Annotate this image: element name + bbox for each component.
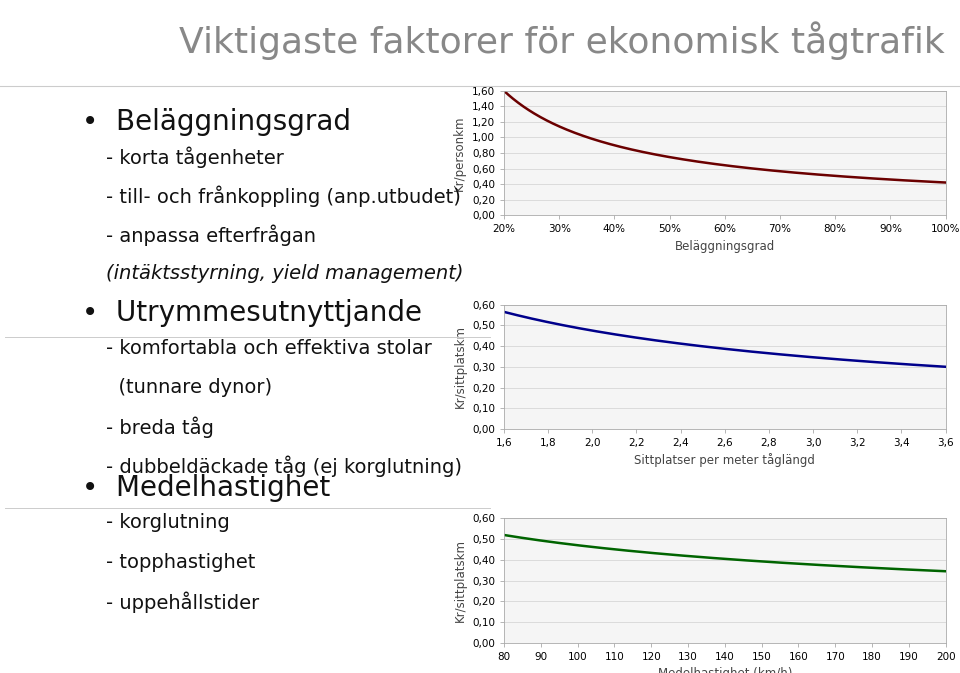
Text: - dubbeldäckade tåg (ej korglutning): - dubbeldäckade tåg (ej korglutning)	[106, 456, 462, 477]
Text: - korglutning: - korglutning	[106, 513, 229, 532]
Y-axis label: Kr/personkm: Kr/personkm	[453, 115, 467, 190]
Text: •  Utrymmesutnyttjande: • Utrymmesutnyttjande	[82, 299, 421, 328]
X-axis label: Medelhastighet (km/h): Medelhastighet (km/h)	[658, 668, 792, 673]
Text: •  Medelhastighet: • Medelhastighet	[82, 474, 330, 503]
Text: OCH KONST: OCH KONST	[35, 61, 71, 67]
X-axis label: Beläggningsgrad: Beläggningsgrad	[675, 240, 775, 253]
Y-axis label: Kr/sittplatskm: Kr/sittplatskm	[453, 325, 467, 409]
Text: - anpassa efterfrågan: - anpassa efterfrågan	[106, 225, 316, 246]
Text: - topphastighet: - topphastighet	[106, 553, 255, 571]
Text: - till- och frånkoppling (anp.utbudet): - till- och frånkoppling (anp.utbudet)	[106, 186, 461, 207]
Text: Viktigaste faktorer för ekonomisk tågtrafik: Viktigaste faktorer för ekonomisk tågtra…	[179, 21, 945, 60]
Text: - uppehållstider: - uppehållstider	[106, 592, 259, 613]
Text: - komfortabla och effektiva stolar: - komfortabla och effektiva stolar	[106, 339, 431, 357]
Text: VETENSKAP: VETENSKAP	[35, 52, 71, 57]
Text: (tunnare dynor): (tunnare dynor)	[106, 378, 272, 396]
Text: - korta tågenheter: - korta tågenheter	[106, 147, 283, 168]
Text: KTH: KTH	[36, 29, 70, 44]
Text: (intäktsstyrning, yield management): (intäktsstyrning, yield management)	[106, 264, 463, 283]
X-axis label: Sittplatser per meter tåglängd: Sittplatser per meter tåglängd	[635, 454, 815, 468]
Y-axis label: Kr/sittplatskm: Kr/sittplatskm	[453, 539, 467, 622]
Text: •  Beläggningsgrad: • Beläggningsgrad	[82, 108, 350, 136]
Text: - breda tåg: - breda tåg	[106, 417, 213, 438]
